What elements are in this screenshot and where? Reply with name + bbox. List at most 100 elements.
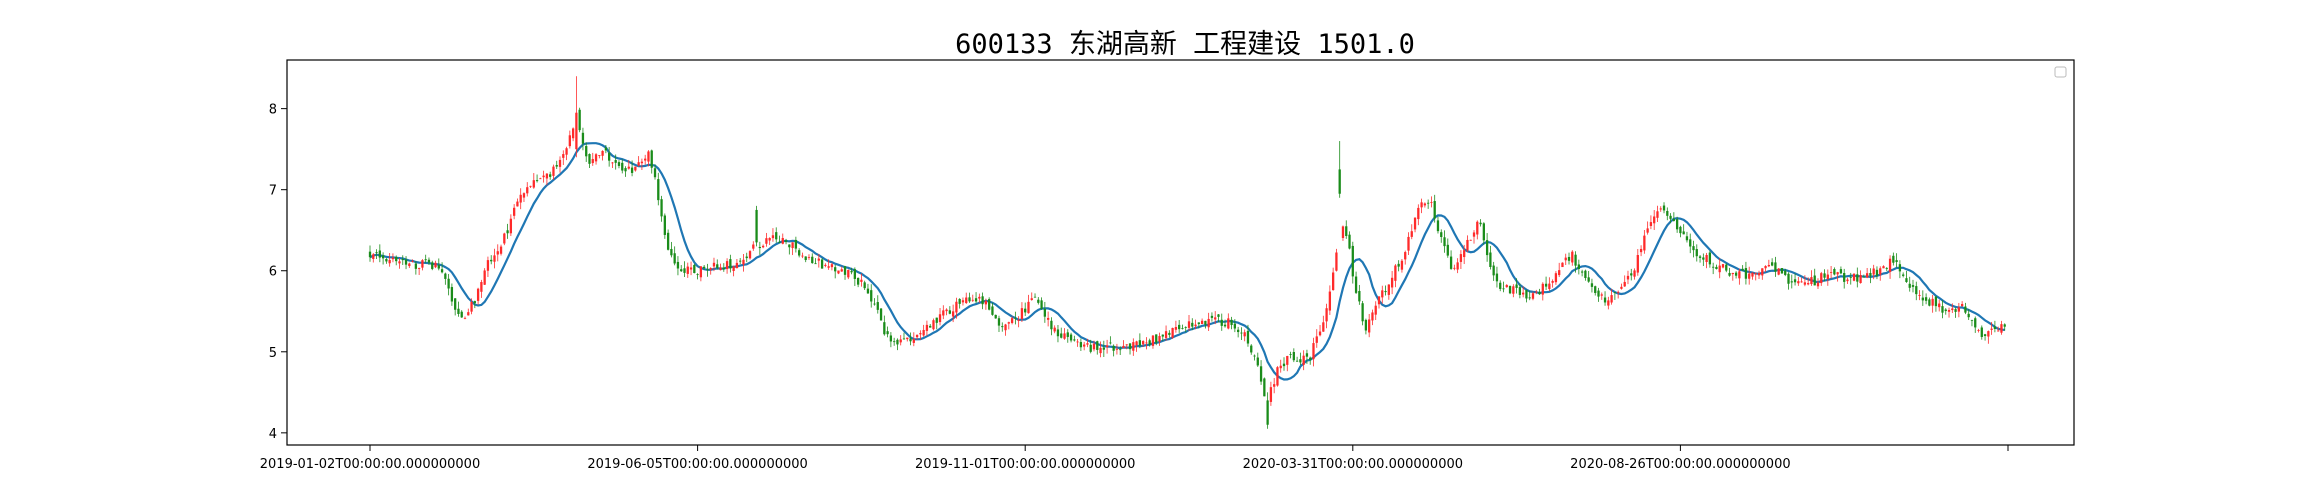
- candle-down: [902, 332, 906, 340]
- candle-down: [1823, 269, 1826, 282]
- candle-down: [863, 280, 866, 291]
- candle-up: [598, 155, 601, 159]
- candle-down: [395, 255, 398, 266]
- candle-down: [1787, 272, 1790, 290]
- candle-down: [1040, 297, 1043, 310]
- candle-down: [745, 252, 748, 263]
- candle-down: [693, 263, 696, 274]
- candle-up: [732, 265, 735, 277]
- candle-down: [1538, 288, 1541, 295]
- candle-down: [1924, 293, 1928, 305]
- candle-up: [1469, 239, 1472, 241]
- candle-down: [974, 292, 978, 304]
- candle-down: [670, 241, 673, 258]
- candle-down: [454, 298, 457, 316]
- candle-up: [1931, 294, 1934, 313]
- candle-up: [735, 258, 739, 269]
- candle-down: [1993, 320, 1997, 333]
- candle-down: [788, 244, 791, 255]
- candle-down: [1364, 318, 1368, 335]
- candle-down: [1974, 316, 1977, 333]
- candle-up: [961, 297, 965, 306]
- candle-up: [1777, 268, 1780, 276]
- candle-down: [883, 315, 886, 336]
- candle-down: [1073, 335, 1076, 342]
- candle-up: [575, 76, 578, 158]
- candle-up: [470, 298, 473, 315]
- candle-down: [588, 153, 591, 169]
- candle-down: [843, 265, 847, 280]
- candle-up: [1046, 311, 1050, 327]
- candle-down: [604, 145, 608, 154]
- candle-up: [807, 254, 811, 260]
- candle-up: [1990, 321, 1993, 335]
- candle-up: [1341, 225, 1345, 241]
- candle-down: [1662, 202, 1666, 214]
- candle-up: [1007, 321, 1010, 330]
- candle-down: [1246, 324, 1250, 347]
- candle-down: [1014, 311, 1017, 325]
- candle-down: [876, 295, 879, 314]
- candle-up: [1600, 292, 1603, 300]
- candle-down: [653, 164, 657, 180]
- candle-up: [1004, 323, 1007, 336]
- candle-up: [1653, 210, 1656, 230]
- candle-down: [673, 246, 676, 266]
- candle-down: [1983, 333, 1987, 341]
- candle-down: [1384, 285, 1387, 296]
- candle-up: [942, 305, 945, 320]
- candle-up: [565, 146, 568, 161]
- candle-down: [784, 238, 788, 245]
- candle-up: [1390, 270, 1394, 295]
- candle-up: [1020, 302, 1024, 322]
- candle-down: [1980, 325, 1983, 340]
- candle-down: [1233, 319, 1237, 333]
- candle-down: [666, 229, 670, 251]
- candle-down: [1741, 265, 1744, 271]
- candle-up: [1535, 289, 1538, 295]
- candle-down: [991, 302, 994, 316]
- candle-down: [1436, 216, 1440, 234]
- candle-down: [1856, 267, 1859, 288]
- candle-down: [1849, 272, 1852, 285]
- candle-down: [994, 314, 997, 319]
- candle-up: [539, 177, 542, 180]
- candle-down: [968, 292, 971, 303]
- candle-up: [1417, 204, 1420, 226]
- candle-down: [1528, 290, 1531, 301]
- candle-up: [1643, 229, 1646, 254]
- candle-down: [1495, 266, 1499, 288]
- candle-down: [490, 255, 493, 265]
- candle-up: [1748, 266, 1751, 285]
- candle-up: [1472, 230, 1476, 244]
- candle-up: [1174, 320, 1178, 333]
- candle-up: [1125, 344, 1128, 350]
- candle-up: [434, 260, 437, 269]
- candle-up: [1767, 259, 1770, 268]
- candle-up: [1646, 221, 1649, 235]
- candle-down: [1443, 230, 1446, 253]
- candle-up: [1377, 296, 1381, 309]
- candle-up: [932, 318, 935, 331]
- candle-up: [712, 257, 716, 272]
- candle-down: [1892, 252, 1895, 266]
- candle-down: [1289, 351, 1292, 359]
- candle-up: [1947, 307, 1951, 318]
- candle-up: [1187, 314, 1191, 332]
- chart-title: 600133 东湖高新 工程建设 1501.0: [955, 29, 1415, 60]
- candle-up: [1800, 277, 1803, 283]
- candle-down: [1119, 346, 1122, 356]
- candle-up: [912, 332, 915, 347]
- candle-up: [1407, 232, 1410, 256]
- candle-up: [1888, 255, 1892, 279]
- candle-down: [427, 257, 431, 265]
- candle-up: [1092, 340, 1096, 352]
- candle-down: [1060, 327, 1063, 339]
- candle-up: [1476, 220, 1479, 240]
- candle-up: [1374, 301, 1377, 321]
- candle-down: [1875, 266, 1879, 280]
- candle-up: [1951, 303, 1954, 314]
- candle-down: [1508, 285, 1512, 295]
- candle-down: [1259, 360, 1263, 385]
- candle-down: [1168, 330, 1171, 338]
